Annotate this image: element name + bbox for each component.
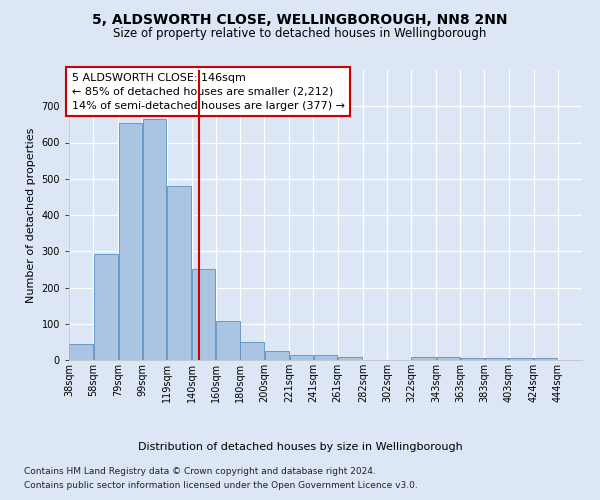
- Bar: [265, 351, 289, 360]
- Text: Contains HM Land Registry data © Crown copyright and database right 2024.: Contains HM Land Registry data © Crown c…: [24, 468, 376, 476]
- Bar: [338, 357, 362, 360]
- Bar: [535, 358, 557, 360]
- Bar: [241, 342, 263, 360]
- Bar: [94, 254, 118, 360]
- Bar: [193, 268, 215, 360]
- Bar: [167, 186, 191, 360]
- Text: 5 ALDSWORTH CLOSE: 146sqm
← 85% of detached houses are smaller (2,212)
14% of se: 5 ALDSWORTH CLOSE: 146sqm ← 85% of detac…: [71, 73, 344, 111]
- Bar: [461, 358, 484, 360]
- Text: Size of property relative to detached houses in Wellingborough: Size of property relative to detached ho…: [113, 28, 487, 40]
- Y-axis label: Number of detached properties: Number of detached properties: [26, 128, 36, 302]
- Bar: [70, 344, 92, 360]
- Bar: [314, 356, 337, 360]
- Bar: [485, 358, 508, 360]
- Bar: [217, 321, 239, 360]
- Text: Distribution of detached houses by size in Wellingborough: Distribution of detached houses by size …: [137, 442, 463, 452]
- Text: 5, ALDSWORTH CLOSE, WELLINGBOROUGH, NN8 2NN: 5, ALDSWORTH CLOSE, WELLINGBOROUGH, NN8 …: [92, 12, 508, 26]
- Bar: [143, 119, 166, 360]
- Bar: [412, 357, 436, 360]
- Bar: [509, 358, 533, 360]
- Bar: [437, 357, 460, 360]
- Bar: [119, 124, 142, 360]
- Bar: [290, 356, 313, 360]
- Text: Contains public sector information licensed under the Open Government Licence v3: Contains public sector information licen…: [24, 481, 418, 490]
